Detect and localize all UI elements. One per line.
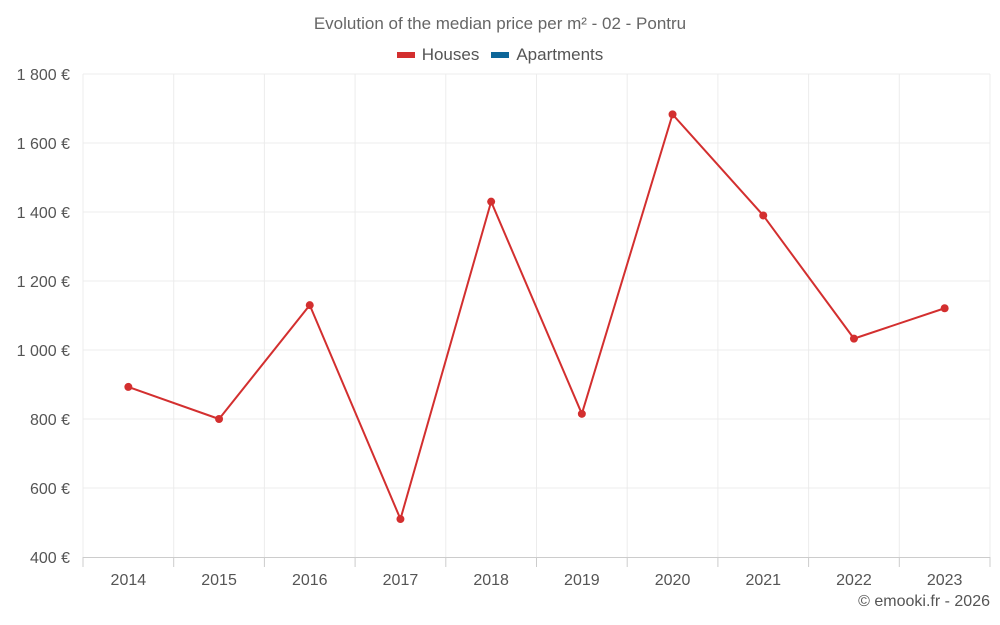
y-tick-label: 1 000 € bbox=[17, 343, 70, 360]
x-tick-label: 2022 bbox=[836, 572, 872, 589]
x-tick-label: 2021 bbox=[745, 572, 781, 589]
x-tick-label: 2018 bbox=[473, 572, 509, 589]
x-tick-label: 2014 bbox=[111, 572, 147, 589]
x-tick-label: 2020 bbox=[655, 572, 691, 589]
x-tick-label: 2019 bbox=[564, 572, 600, 589]
legend-item-houses[interactable]: Houses bbox=[396, 45, 480, 65]
y-tick-label: 600 € bbox=[30, 481, 70, 498]
y-tick-label: 400 € bbox=[30, 550, 70, 567]
x-tick-label: 2016 bbox=[292, 572, 328, 589]
legend: Houses Apartments bbox=[0, 45, 1000, 65]
data-point[interactable] bbox=[215, 415, 224, 423]
data-point[interactable] bbox=[124, 382, 133, 391]
data-point[interactable] bbox=[759, 211, 768, 220]
y-tick-label: 1 800 € bbox=[17, 67, 70, 84]
data-point[interactable] bbox=[668, 110, 677, 119]
data-point[interactable] bbox=[396, 515, 405, 524]
legend-swatch-apartments bbox=[491, 52, 510, 58]
legend-label-apartments: Apartments bbox=[516, 45, 604, 64]
legend-item-apartments[interactable]: Apartments bbox=[491, 45, 603, 65]
data-point[interactable] bbox=[305, 301, 314, 310]
legend-swatch-houses bbox=[396, 52, 415, 58]
y-tick-label: 800 € bbox=[30, 412, 70, 429]
credits: © emooki.fr - 2026 bbox=[858, 593, 990, 610]
data-point[interactable] bbox=[577, 409, 586, 418]
series-line-houses bbox=[128, 113, 945, 521]
y-tick-label: 1 200 € bbox=[17, 274, 70, 291]
y-tick-label: 1 600 € bbox=[17, 136, 70, 153]
x-tick-label: 2017 bbox=[383, 572, 419, 589]
legend-label-houses: Houses bbox=[421, 45, 480, 64]
y-tick-label: 1 400 € bbox=[17, 205, 70, 222]
data-point[interactable] bbox=[849, 334, 858, 343]
chart-title: Evolution of the median price per m² - 0… bbox=[313, 14, 687, 33]
x-tick-label: 2023 bbox=[927, 572, 963, 589]
x-tick-label: 2015 bbox=[201, 572, 237, 589]
data-point[interactable] bbox=[940, 304, 949, 313]
data-point[interactable] bbox=[487, 197, 496, 206]
